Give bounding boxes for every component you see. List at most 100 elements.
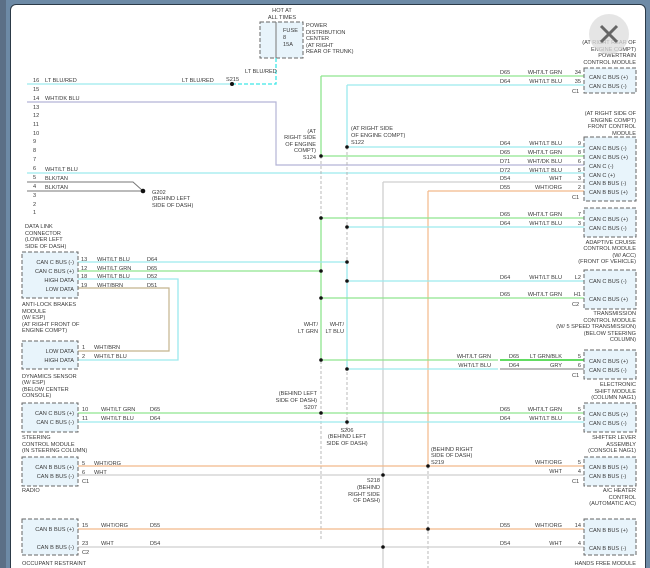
diagram-label: D54 (500, 176, 510, 182)
wires (27, 58, 584, 568)
hands-free-module: D55 WHT/ORG 14 CAN B BUS (+) D54 WHT 4 CAN B B… (500, 518, 637, 567)
diagram-label: CAN C BUS (-) (589, 279, 627, 285)
diagram-label: CAN B BUS (-) (589, 181, 626, 187)
diagram-label: H1 (574, 292, 581, 298)
diagram-label: D54 (500, 541, 510, 547)
module-box (583, 67, 637, 94)
diagram-label: OCCUPANT RESTRAINT (22, 561, 87, 567)
diagram-label: CAN B BUS (-) (589, 474, 626, 480)
diagram-label: (BEHIND LEFT (152, 196, 191, 202)
diagram-label: WHT/LT GRN (101, 407, 135, 413)
diagram-label: ENGINE COMPT) (22, 328, 67, 334)
diagram-label: C2 (82, 550, 89, 556)
splice-dot (140, 188, 146, 194)
adaptive-cruise-module: D65 WHT/LT GRN 7 CAN C BUS (+) D64 WHT/LT BL… (500, 207, 637, 265)
diagram-label: (W/ ACC) (612, 253, 636, 259)
diagram-label: WHT/LT BLU (458, 363, 491, 369)
diagram-label: D72 (500, 168, 510, 174)
diagram-label: DATA LINK (25, 224, 53, 230)
pdc-label: REAR OF TRUNK) (306, 49, 354, 55)
diagram-label: D64 (147, 257, 157, 263)
module-box (583, 456, 637, 487)
power-distribution-center: HOT AT ALL TIMES FUSE 8 15A POWER DISTRI… (259, 8, 354, 59)
diagram-label: WHT (549, 541, 562, 547)
diagram-label: (BELOW CENTER (22, 387, 69, 393)
diagram-label: C2 (572, 302, 579, 308)
diagram-label: D64 (500, 141, 510, 147)
wire-label: WHT/DK BLU (45, 96, 80, 102)
diagram-label: CAN C BUS (+) (589, 297, 628, 303)
diagram-label: WHT/LT BLU (101, 416, 134, 422)
splice-dot (345, 420, 349, 424)
diagram-label: D54 (150, 541, 160, 547)
diagram-label: D65 (500, 212, 510, 218)
diagram-label: CAN C BUS (-) (36, 420, 74, 426)
diagram-label: 23 (82, 541, 88, 547)
diagram-label: 12 (33, 113, 39, 119)
diagram-label: 11 (33, 122, 39, 128)
diagram-label: ASSEMBLY (606, 442, 636, 448)
diagram-label: OF ENGINE COMPT) (351, 133, 406, 139)
diagram-label: D55 (500, 185, 510, 191)
diagram-label: (LOWER LEFT (25, 237, 63, 243)
diagram-label: WHT/ORG (101, 523, 128, 529)
diagram-label: WHT (94, 470, 107, 476)
diagram-label: 5 (578, 168, 581, 174)
splice-dot (319, 296, 323, 300)
diagram-label: 13 (33, 105, 39, 111)
diagram-label: D71 (500, 159, 510, 165)
occupant-restraint-controller: CAN B BUS (+) 15 WHT/ORG D55 CAN B BUS (-) 2… (21, 518, 160, 567)
diagram-label: 5 (82, 461, 85, 467)
electronic-shift-module: WHT/LT GRN D65 LT GRN/BLK 5 CAN C BUS (+) WH… (457, 349, 637, 401)
diagram-label: WHT/ (330, 322, 345, 328)
diagram-label: SIDE OF DASH) (326, 441, 367, 447)
diagram-label: ELECTRONIC (600, 382, 636, 388)
diagram-label: 4 (33, 184, 36, 190)
diagram-label: WHT/LT BLU (529, 168, 562, 174)
diagram-label: (BEHIND LEFT (279, 391, 318, 397)
diagram-label: WHT/LT BLU (529, 416, 562, 422)
module-box (583, 207, 637, 238)
diagram-label: SHIFTER LEVER (592, 435, 636, 441)
splice-dot (230, 82, 234, 86)
pdc-label: DISTRIBUTION (306, 30, 345, 36)
diagram-label: RIGHT SIDE (284, 135, 316, 141)
diagram-label: (BELOW STEERING (584, 331, 636, 337)
diagram-label: RIGHT SIDE (348, 492, 380, 498)
diagram-label: WHT/DK BLU (528, 159, 563, 165)
diagram-label: D64 (509, 363, 519, 369)
diagram-label: C1 (82, 479, 89, 485)
splice-dot (319, 358, 323, 362)
diagram-label: (BEHIND (357, 485, 380, 491)
diagram-label: HANDS FREE MODULE (574, 561, 636, 567)
diagram-label: D65 (500, 407, 510, 413)
wire-label: WHT/LT BLU (45, 167, 78, 173)
diagram-label: (BEHIND RIGHT (431, 447, 474, 453)
diagram-label: 5 (33, 175, 36, 181)
fuse-rating: 15A (283, 42, 293, 48)
diagram-label: (AT RIGHT SIDE OF (585, 111, 637, 117)
diagram-label: 2 (82, 354, 85, 360)
splice-s206: S206 (340, 428, 353, 434)
diagram-label: 14 (33, 96, 39, 102)
diagram-label: D55 (500, 523, 510, 529)
close-button[interactable] (589, 14, 629, 54)
diagram-label: LT GRN (298, 329, 318, 335)
diagram-label: 34 (575, 70, 581, 76)
wire-label: BLK/TAN (45, 176, 68, 182)
splice-dot (381, 545, 385, 549)
diagram-label: WHT/LT BLU (529, 275, 562, 281)
diagram-label: D55 (150, 523, 160, 529)
diagram-label: CAN B BUS (-) (589, 546, 626, 552)
diagram-label: CAN C BUS (-) (589, 421, 627, 427)
diagram-label: 3 (33, 193, 36, 199)
diagram-label: D52 (147, 274, 157, 280)
diagram-label: 6 (578, 363, 581, 369)
diagram-label: CAN B BUS (-) (37, 474, 74, 480)
diagram-label: CAN C BUS (+) (589, 217, 628, 223)
diagram-label: L2 (575, 275, 581, 281)
diagram-label: WHT/LT GRN (457, 354, 491, 360)
diagram-label: SHIFT MODULE (594, 389, 636, 395)
